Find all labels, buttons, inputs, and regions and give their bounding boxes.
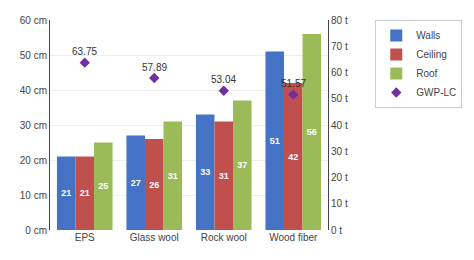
svg-text:0 cm: 0 cm <box>25 225 47 236</box>
svg-text:51: 51 <box>270 136 280 146</box>
svg-text:21: 21 <box>80 188 90 198</box>
svg-text:40 cm: 40 cm <box>20 85 47 96</box>
svg-text:40 t: 40 t <box>331 120 348 131</box>
svg-text:56: 56 <box>307 127 317 137</box>
svg-text:27: 27 <box>131 178 141 188</box>
svg-text:20 cm: 20 cm <box>20 155 47 166</box>
svg-text:80 t: 80 t <box>331 15 348 26</box>
svg-text:10 t: 10 t <box>331 198 348 209</box>
svg-text:57.89: 57.89 <box>142 62 167 73</box>
svg-text:Rock wool: Rock wool <box>201 232 247 243</box>
svg-text:0 t: 0 t <box>331 225 342 236</box>
svg-text:31: 31 <box>168 171 178 181</box>
svg-text:10 cm: 10 cm <box>20 190 47 201</box>
svg-text:21: 21 <box>61 188 71 198</box>
svg-text:70 t: 70 t <box>331 41 348 52</box>
svg-text:60 cm: 60 cm <box>20 15 47 26</box>
svg-text:Wood fiber: Wood fiber <box>269 232 318 243</box>
svg-text:25: 25 <box>98 181 108 191</box>
svg-text:50 cm: 50 cm <box>20 50 47 61</box>
svg-text:26: 26 <box>149 180 159 190</box>
svg-text:Glass wool: Glass wool <box>130 232 179 243</box>
svg-text:Ceiling: Ceiling <box>416 49 447 60</box>
svg-text:Walls: Walls <box>416 30 440 41</box>
svg-text:37: 37 <box>237 160 247 170</box>
svg-text:30 cm: 30 cm <box>20 120 47 131</box>
svg-text:GWP-LC: GWP-LC <box>416 87 456 98</box>
svg-text:63.75: 63.75 <box>72 46 97 57</box>
svg-text:60 t: 60 t <box>331 67 348 78</box>
svg-text:30 t: 30 t <box>331 146 348 157</box>
svg-text:42: 42 <box>288 152 298 162</box>
svg-text:20 t: 20 t <box>331 172 348 183</box>
svg-text:50 t: 50 t <box>331 93 348 104</box>
svg-text:31: 31 <box>219 171 229 181</box>
svg-text:EPS: EPS <box>75 232 95 243</box>
svg-text:33: 33 <box>200 167 210 177</box>
svg-text:Roof: Roof <box>416 68 437 79</box>
svg-text:53.04: 53.04 <box>211 74 236 85</box>
svg-text:51.57: 51.57 <box>281 78 306 89</box>
